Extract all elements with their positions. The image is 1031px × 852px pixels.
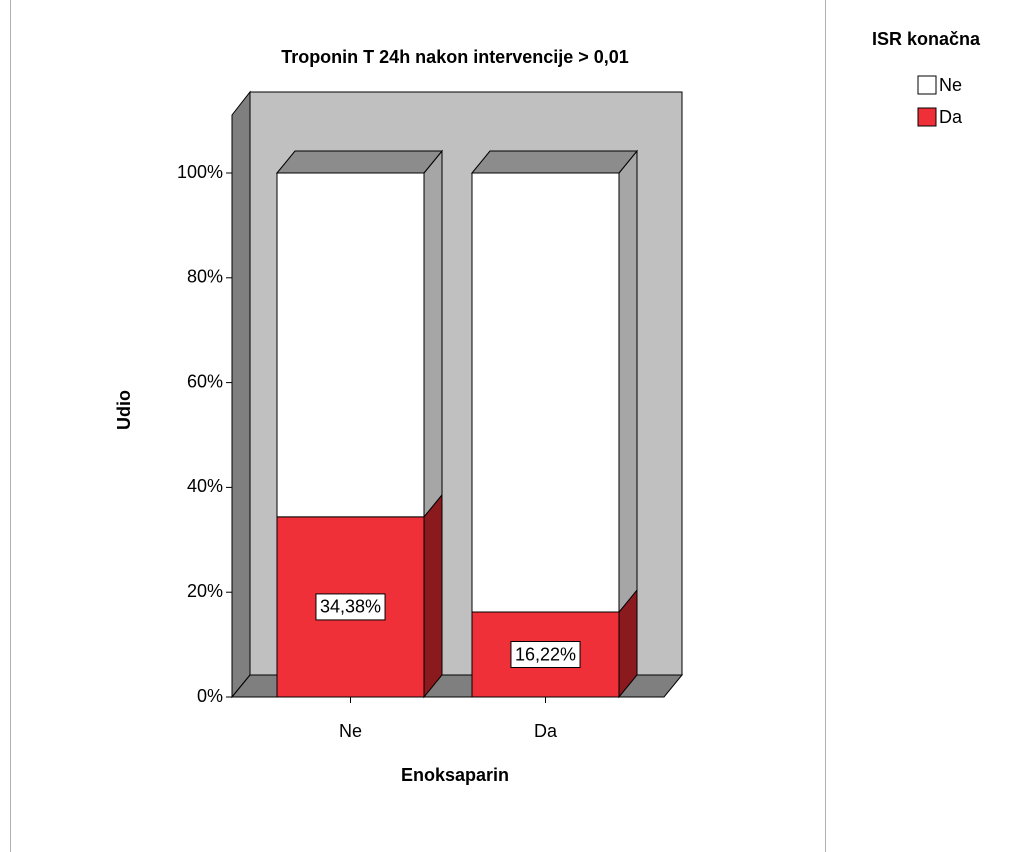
y-tick-label: 60% <box>187 371 223 391</box>
value-label-box <box>510 641 581 669</box>
y-tick-label: 80% <box>187 267 223 287</box>
legend-title: ISR konačna <box>872 29 981 49</box>
bar <box>276 172 425 518</box>
bar-side <box>423 493 443 699</box>
bar-side <box>423 149 443 519</box>
value-label: 34,38% <box>320 597 381 617</box>
legend-label: Da <box>939 107 963 127</box>
bar-side <box>618 149 638 614</box>
x-tick-label: Da <box>534 721 558 741</box>
x-axis-title: Enoksaparin <box>401 765 509 785</box>
value-label-box <box>315 593 386 621</box>
legend-swatch <box>917 107 937 127</box>
y-tick-label: 100% <box>177 162 223 182</box>
y-tick-label: 40% <box>187 476 223 496</box>
bar <box>471 172 620 613</box>
legend-swatch <box>917 75 937 95</box>
chart-title: Troponin T 24h nakon intervencije > 0,01 <box>281 47 629 67</box>
left-wall <box>231 90 251 699</box>
legend-label: Ne <box>939 75 962 95</box>
y-tick-label: 20% <box>187 581 223 601</box>
y-tick-label: 0% <box>197 686 223 706</box>
bar-top <box>275 150 444 174</box>
y-axis-title: Udio <box>114 390 134 430</box>
x-tick-label: Ne <box>339 721 362 741</box>
bar-top <box>470 150 639 174</box>
value-label: 16,22% <box>515 644 576 664</box>
